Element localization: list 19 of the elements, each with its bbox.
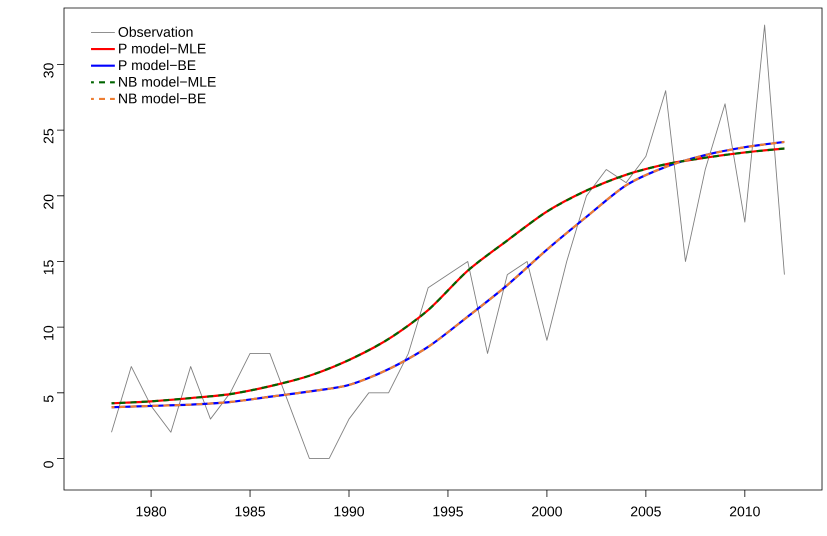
x-tick-label: 1990 bbox=[334, 506, 364, 516]
legend-label: NB model−MLE bbox=[119, 76, 216, 87]
x-tick-label: 1980 bbox=[136, 506, 166, 516]
x-tick-label: 2005 bbox=[631, 506, 661, 516]
x-tick-label: 1985 bbox=[236, 506, 266, 516]
x-tick-label: 2000 bbox=[532, 506, 562, 516]
x-tick-label: 1995 bbox=[433, 506, 463, 516]
y-tick-label: 20 bbox=[44, 194, 54, 209]
legend-label: P model−BE bbox=[119, 60, 196, 70]
legend-label: NB model−BE bbox=[119, 93, 206, 104]
y-tick-label: 15 bbox=[44, 260, 54, 274]
legend-label: P model−MLE bbox=[119, 43, 206, 54]
y-tick-label: 10 bbox=[44, 326, 54, 340]
x-tick-label: 2010 bbox=[730, 506, 760, 516]
y-tick-label: 25 bbox=[44, 128, 54, 144]
y-tick-label: 30 bbox=[44, 63, 54, 78]
legend-label: Observation bbox=[118, 26, 192, 37]
y-tick-label: 0 bbox=[44, 461, 54, 468]
y-tick-label: 5 bbox=[44, 396, 54, 402]
